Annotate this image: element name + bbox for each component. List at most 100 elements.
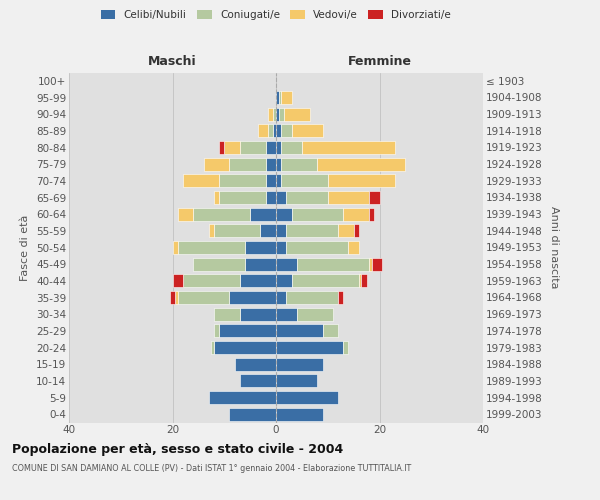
Bar	[323, 324, 338, 338]
Bar	[266, 174, 276, 188]
Bar	[250, 208, 276, 220]
Bar	[276, 141, 281, 154]
Bar	[240, 308, 276, 320]
Bar	[328, 191, 369, 204]
Bar	[276, 191, 286, 204]
Bar	[276, 358, 323, 370]
Bar	[245, 258, 276, 270]
Bar	[276, 208, 292, 220]
Bar	[276, 324, 323, 338]
Bar	[317, 158, 406, 170]
Bar	[229, 158, 266, 170]
Bar	[278, 108, 284, 120]
Bar	[219, 324, 276, 338]
Bar	[276, 124, 281, 138]
Bar	[338, 291, 343, 304]
Bar	[286, 191, 328, 204]
Bar	[193, 258, 245, 270]
Bar	[214, 308, 240, 320]
Bar	[178, 208, 193, 220]
Bar	[372, 258, 382, 270]
Bar	[369, 208, 374, 220]
Bar	[353, 224, 359, 237]
Bar	[214, 324, 219, 338]
Y-axis label: Anni di nascita: Anni di nascita	[549, 206, 559, 288]
Bar	[276, 258, 296, 270]
Bar	[170, 291, 175, 304]
Bar	[276, 241, 286, 254]
Bar	[349, 241, 359, 254]
Bar	[266, 141, 276, 154]
Bar	[235, 358, 276, 370]
Bar	[281, 174, 328, 188]
Bar	[260, 224, 276, 237]
Bar	[219, 191, 266, 204]
Bar	[276, 274, 292, 287]
Bar	[258, 124, 268, 138]
Bar	[276, 391, 338, 404]
Bar	[328, 174, 395, 188]
Bar	[274, 124, 276, 138]
Bar	[173, 274, 183, 287]
Bar	[292, 124, 323, 138]
Bar	[173, 241, 178, 254]
Bar	[276, 158, 281, 170]
Bar	[286, 241, 349, 254]
Bar	[276, 174, 281, 188]
Bar	[245, 241, 276, 254]
Bar	[219, 174, 266, 188]
Bar	[292, 274, 359, 287]
Bar	[240, 141, 266, 154]
Bar	[203, 158, 229, 170]
Bar	[214, 341, 276, 354]
Bar	[281, 91, 292, 104]
Bar	[183, 174, 219, 188]
Bar	[343, 341, 349, 354]
Bar	[266, 158, 276, 170]
Bar	[209, 391, 276, 404]
Bar	[338, 224, 353, 237]
Bar	[369, 258, 372, 270]
Bar	[276, 408, 323, 420]
Bar	[209, 224, 214, 237]
Text: Femmine: Femmine	[347, 54, 412, 68]
Bar	[266, 191, 276, 204]
Bar	[276, 108, 278, 120]
Text: COMUNE DI SAN DAMIANO AL COLLE (PV) - Dati ISTAT 1° gennaio 2004 - Elaborazione : COMUNE DI SAN DAMIANO AL COLLE (PV) - Da…	[12, 464, 411, 473]
Bar	[219, 141, 224, 154]
Bar	[276, 341, 343, 354]
Bar	[211, 341, 214, 354]
Bar	[276, 224, 286, 237]
Bar	[276, 374, 317, 388]
Y-axis label: Fasce di età: Fasce di età	[20, 214, 31, 280]
Bar	[276, 308, 296, 320]
Bar	[281, 124, 292, 138]
Bar	[224, 141, 240, 154]
Bar	[268, 124, 274, 138]
Bar	[286, 224, 338, 237]
Bar	[296, 308, 333, 320]
Bar	[183, 274, 240, 287]
Bar	[268, 108, 274, 120]
Text: Popolazione per età, sesso e stato civile - 2004: Popolazione per età, sesso e stato civil…	[12, 442, 343, 456]
Bar	[178, 241, 245, 254]
Bar	[175, 291, 178, 304]
Bar	[292, 208, 343, 220]
Bar	[178, 291, 229, 304]
Bar	[296, 258, 369, 270]
Bar	[361, 274, 367, 287]
Bar	[302, 141, 395, 154]
Bar	[369, 191, 380, 204]
Bar	[229, 408, 276, 420]
Bar	[276, 291, 286, 304]
Bar	[276, 91, 278, 104]
Bar	[284, 108, 310, 120]
Bar	[240, 274, 276, 287]
Bar	[214, 224, 260, 237]
Bar	[286, 291, 338, 304]
Bar	[193, 208, 250, 220]
Bar	[359, 274, 361, 287]
Bar	[240, 374, 276, 388]
Bar	[281, 158, 317, 170]
Bar	[343, 208, 369, 220]
